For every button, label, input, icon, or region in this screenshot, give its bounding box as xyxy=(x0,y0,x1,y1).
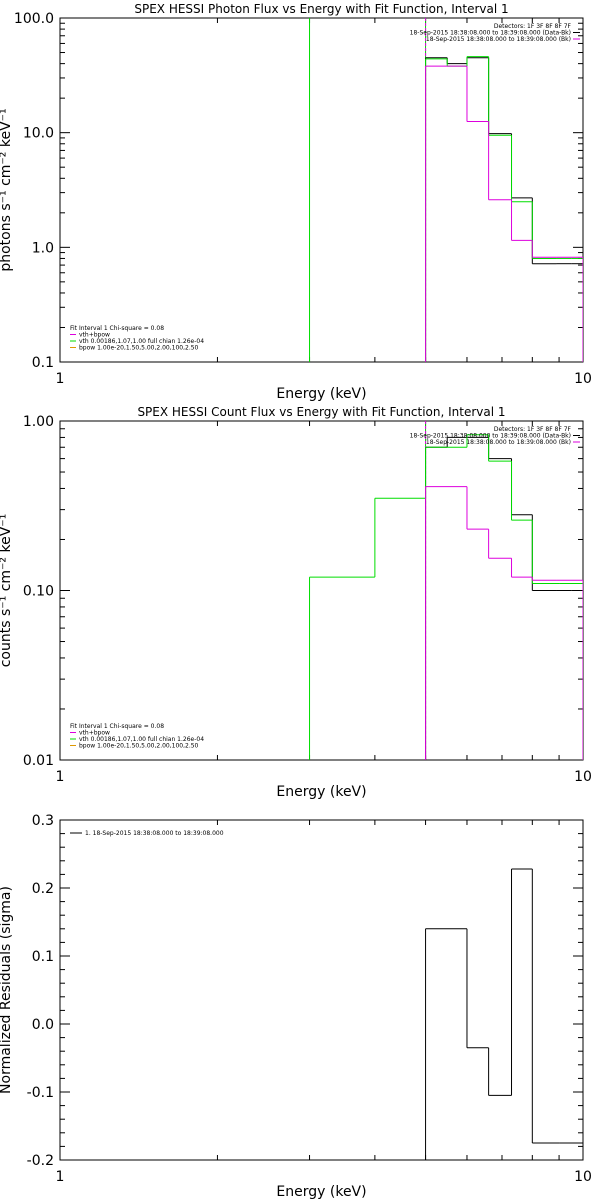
y-tick-label: 0.01 xyxy=(23,753,54,769)
x-axis-label: Energy (keV) xyxy=(276,1184,366,1200)
x-tick-label: 1 xyxy=(56,1169,65,1185)
legend-text: vth+bpow xyxy=(79,332,110,339)
chart-title: SPEX HESSI Count Flux vs Energy with Fit… xyxy=(137,405,505,419)
info-text: Detectors: 1F 3F 8F 8F 7F xyxy=(494,426,572,433)
x-tick-label: 10 xyxy=(574,769,592,785)
y-tick-label: 1.0 xyxy=(32,240,54,256)
y-tick-label: -0.1 xyxy=(27,1085,54,1101)
y-tick-label: 0.3 xyxy=(32,813,54,829)
chart-panel-count: SPEX HESSI Count Flux vs Energy with Fit… xyxy=(0,405,592,800)
series-0 xyxy=(425,436,583,760)
y-tick-label: -0.2 xyxy=(27,1153,54,1169)
y-axis-label: Normalized Residuals (sigma) xyxy=(0,886,14,1094)
info-text: 18-Sep-2015 18:38:08.000 to 18:39:08.000… xyxy=(410,433,571,440)
plot-frame xyxy=(59,17,584,363)
chart-panel-photon: SPEX HESSI Photon Flux vs Energy with Fi… xyxy=(0,2,592,402)
series-2 xyxy=(425,486,583,760)
info-text: 18-Sep-2015 18:38:08.000 to 18:39:08.000… xyxy=(410,30,571,37)
y-axis-label: counts s⁻¹ cm⁻² keV⁻¹ xyxy=(0,514,14,668)
plot-frame xyxy=(59,819,584,1161)
x-tick-label: 1 xyxy=(56,769,65,785)
plot-frame xyxy=(59,420,584,761)
chart-title: SPEX HESSI Photon Flux vs Energy with Fi… xyxy=(134,2,508,16)
info-text: 18-Sep-2015 18:38:08.000 to 18:39:08.000… xyxy=(426,36,571,43)
legend-text: vth 0.00186,1.07,1.00 full chian 1.26e-0… xyxy=(79,338,204,345)
legend-text: Fit Interval 1 Chi-square = 0.08 xyxy=(70,325,164,332)
legend-text: 1. 18-Sep-2015 18:38:08.000 to 18:39:08.… xyxy=(85,830,224,837)
legend-text: vth 0.00186,1.07,1.00 full chian 1.26e-0… xyxy=(79,736,204,743)
y-tick-label: 0.1 xyxy=(32,949,54,965)
series-0 xyxy=(425,868,583,1160)
series-0 xyxy=(425,57,583,362)
x-axis-label: Energy (keV) xyxy=(276,386,366,402)
legend-text: bpow 1.00e-20,1.50,5.00,2.00,100,2.50 xyxy=(79,345,199,352)
chart-panel-residuals: Energy (keV) Normalized Residuals (sigma)… xyxy=(0,813,592,1200)
info-text: Detectors: 1F 3F 8F 8F 7F xyxy=(494,23,572,30)
data-layer xyxy=(309,421,583,760)
series-1 xyxy=(425,56,583,362)
y-axis-label: photons s⁻¹ cm⁻² keV⁻¹ xyxy=(0,108,14,271)
y-tick-label: 1.00 xyxy=(23,414,54,430)
legend-text: vth+bpow xyxy=(79,730,110,737)
x-tick-label: 10 xyxy=(574,1169,592,1185)
y-tick-label: 10.0 xyxy=(23,126,54,142)
series-2 xyxy=(425,65,583,362)
y-tick-label: 100.0 xyxy=(14,11,54,27)
data-layer xyxy=(309,18,583,362)
info-text: 18-Sep-2015 18:38:08.000 to 18:39:08.000… xyxy=(426,439,571,446)
y-tick-label: 0.2 xyxy=(32,881,54,897)
x-axis-label: Energy (keV) xyxy=(276,784,366,800)
y-tick-label: 0.0 xyxy=(32,1017,54,1033)
y-tick-label: 0.1 xyxy=(32,355,54,371)
x-tick-label: 1 xyxy=(56,371,65,387)
y-tick-label: 0.10 xyxy=(23,584,54,600)
x-tick-label: 10 xyxy=(574,371,592,387)
series-1 xyxy=(309,434,583,760)
data-layer xyxy=(425,868,583,1160)
legend-text: bpow 1.00e-20,1.50,5.00,2.00,100,2.50 xyxy=(79,743,199,750)
legend-text: Fit Interval 1 Chi-square = 0.08 xyxy=(70,723,164,730)
